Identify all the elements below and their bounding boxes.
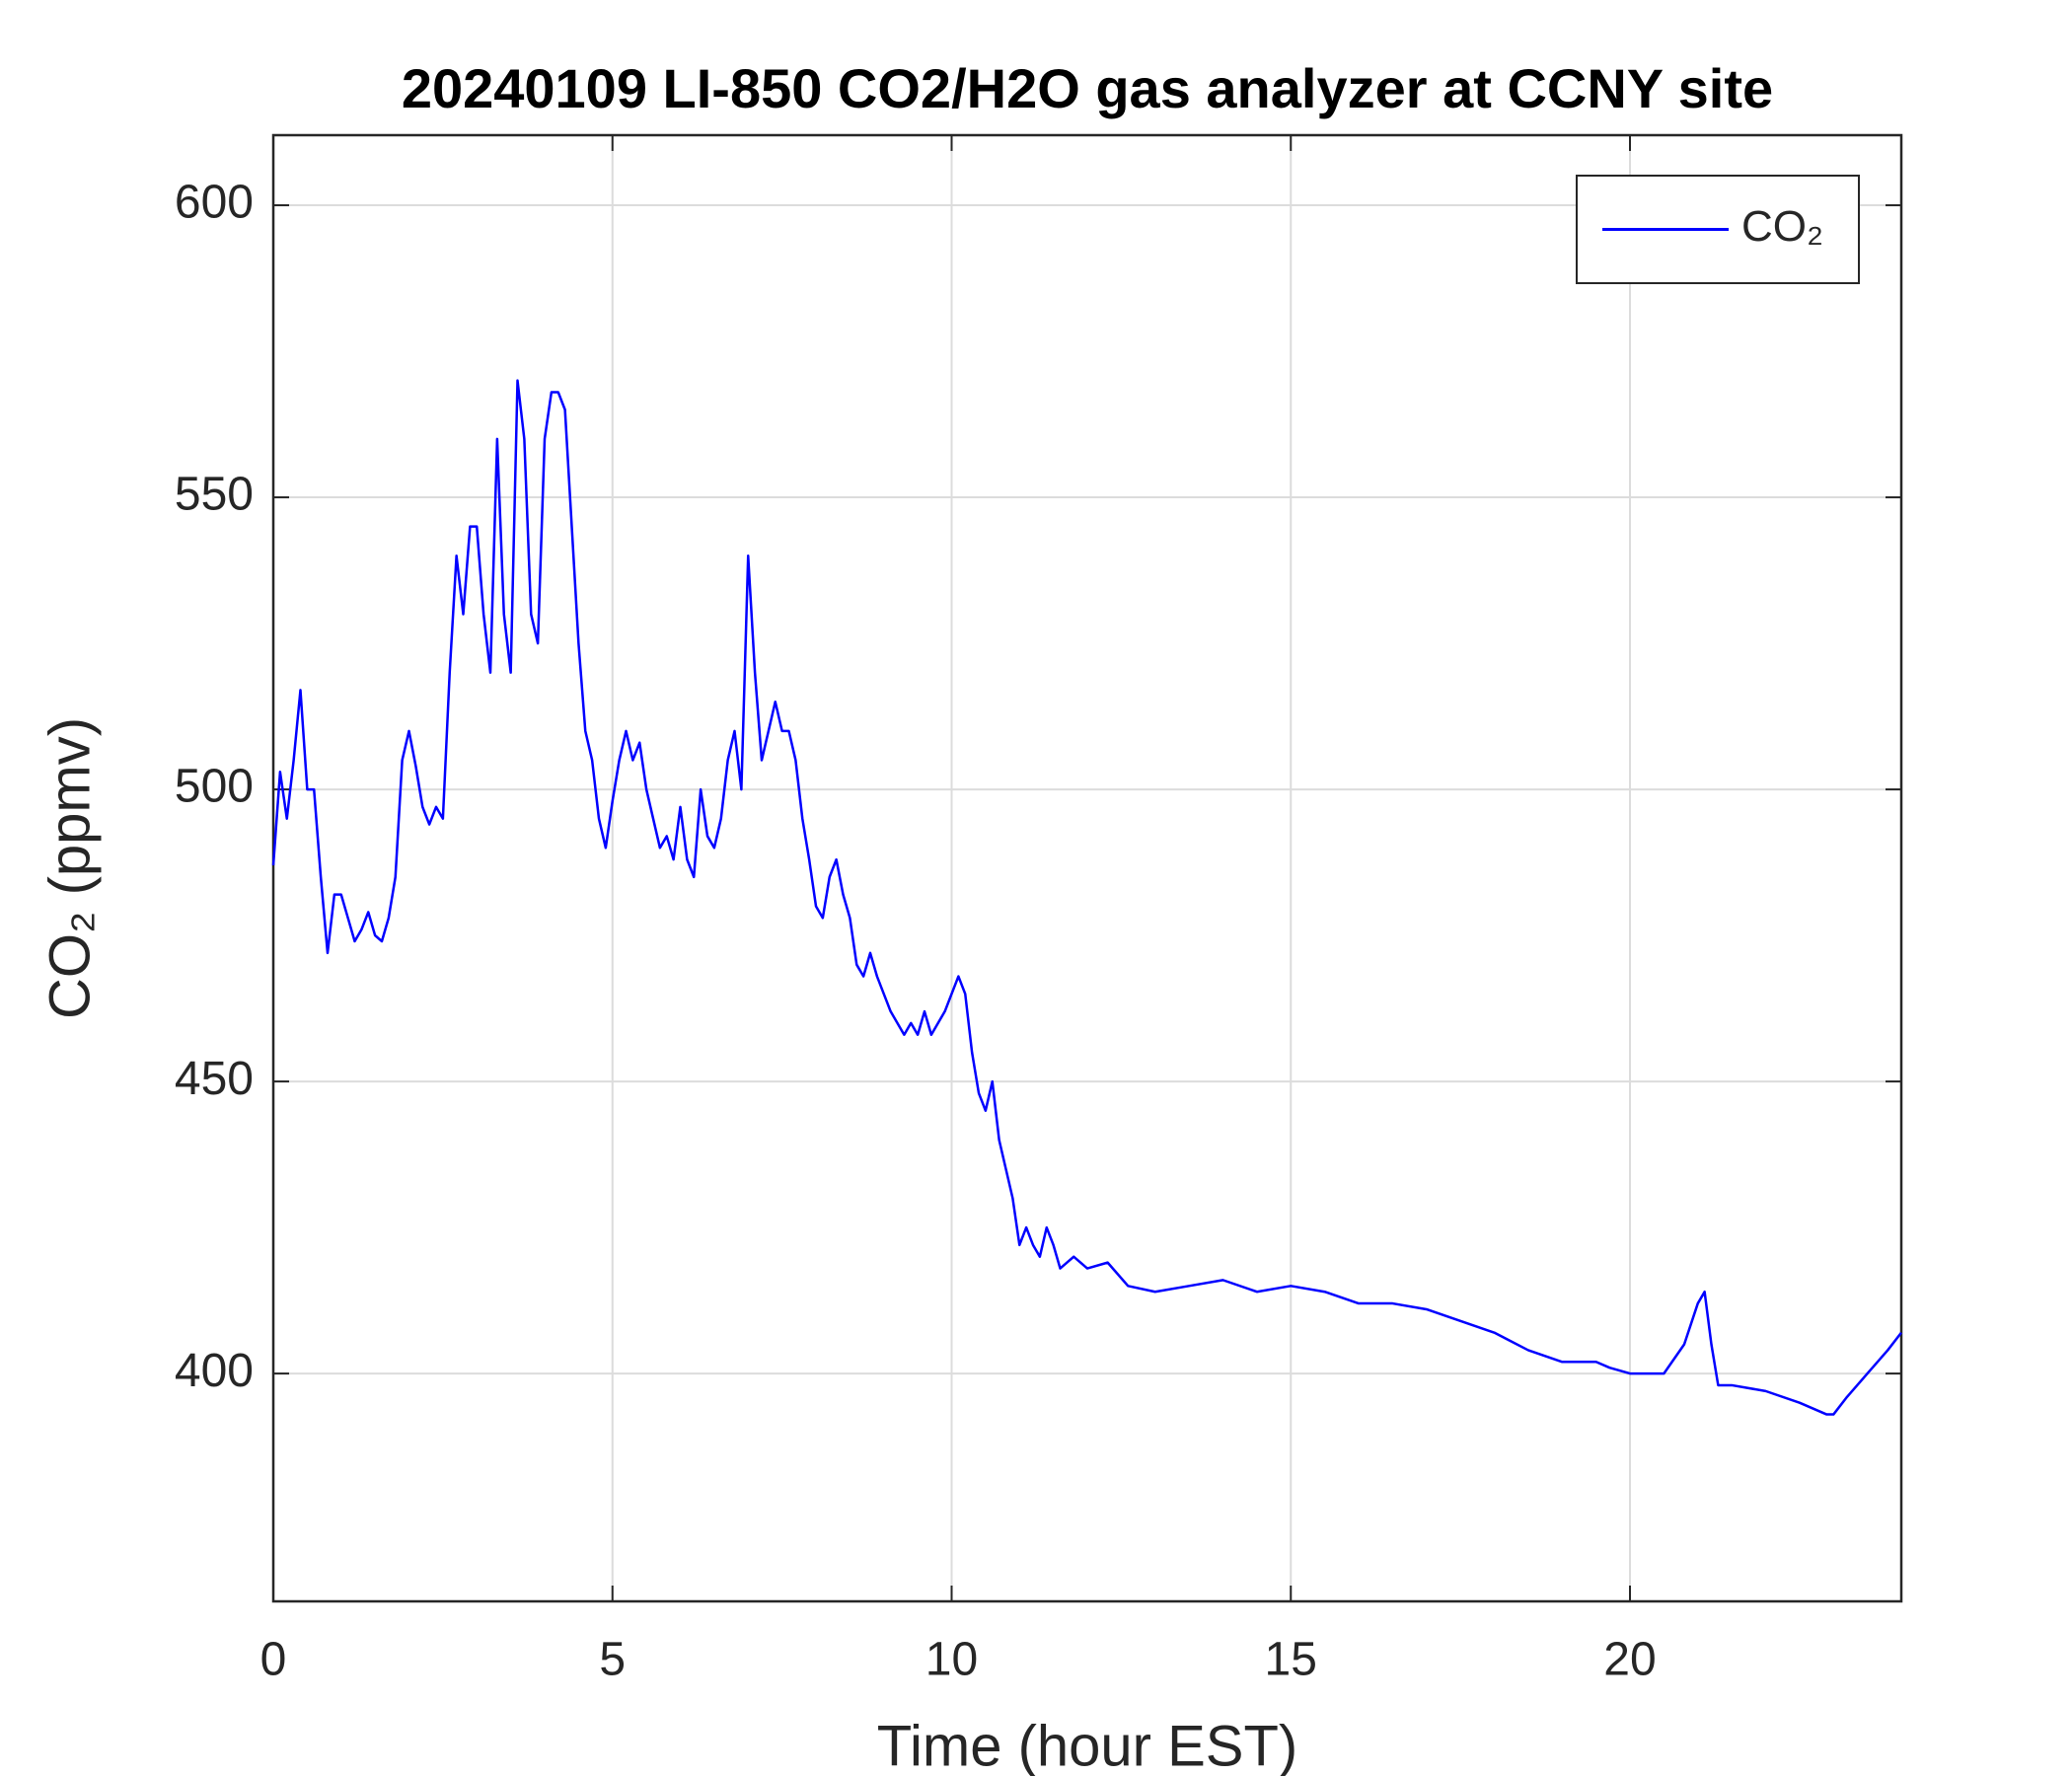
y-tick-label: 450 bbox=[175, 1053, 254, 1105]
y-tick-label: 550 bbox=[175, 469, 254, 521]
y-tick-label: 400 bbox=[175, 1345, 254, 1397]
data-line bbox=[271, 379, 1902, 1416]
x-tick-label: 20 bbox=[1603, 1634, 1656, 1686]
x-tick-label: 5 bbox=[599, 1634, 626, 1686]
x-tick-label: 0 bbox=[260, 1634, 287, 1686]
x-axis-label: Time (hour EST) bbox=[877, 1714, 1297, 1776]
y-axis-label: CO₂ (ppmv) bbox=[37, 717, 102, 1019]
x-tick-label: 10 bbox=[925, 1634, 978, 1686]
plot-frame bbox=[271, 133, 1903, 1603]
x-tick-label: 15 bbox=[1265, 1634, 1317, 1686]
y-tick-label: 600 bbox=[175, 177, 254, 229]
legend-label: CO₂ bbox=[1741, 202, 1823, 251]
y-tick-label: 500 bbox=[175, 761, 254, 813]
chart-title: 20240109 LI-850 CO2/H2O gas analyzer at … bbox=[402, 57, 1773, 119]
